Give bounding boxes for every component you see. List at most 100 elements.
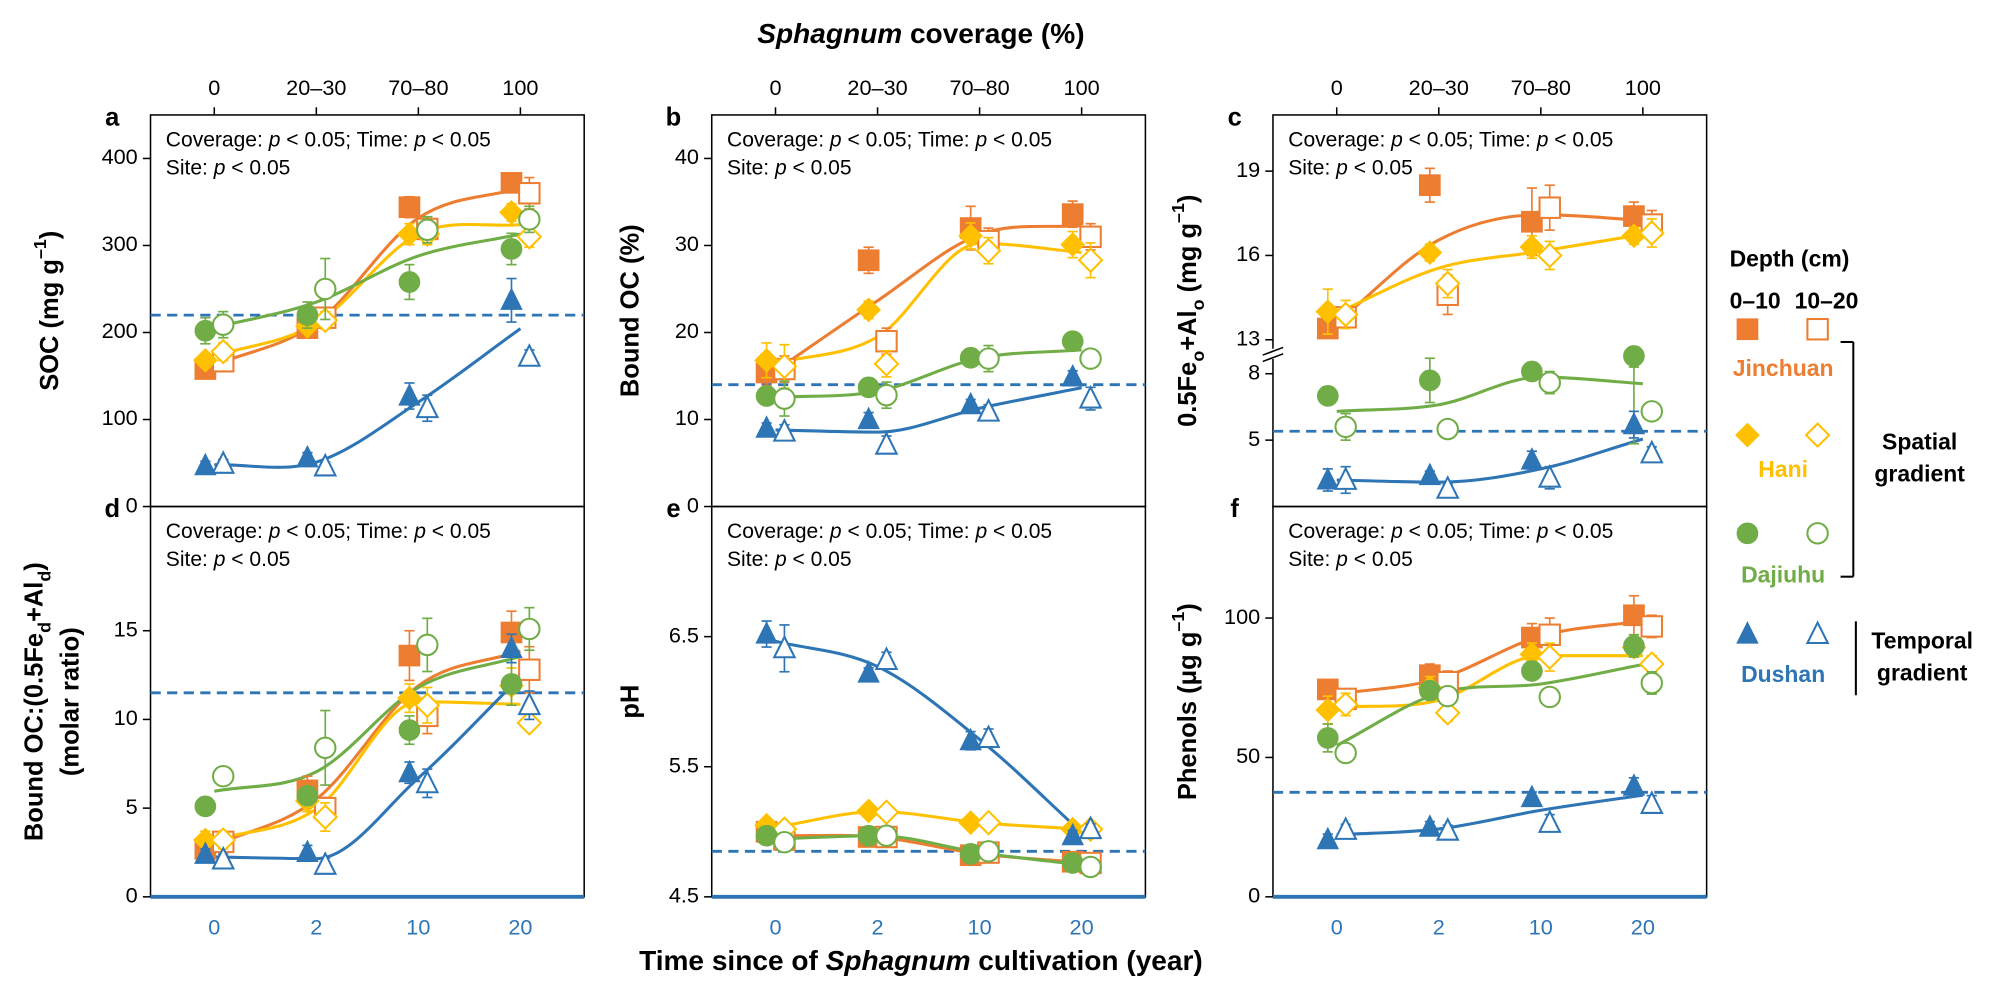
marker	[772, 417, 797, 442]
marker	[500, 238, 523, 260]
top-tick-label: 70–80	[1511, 75, 1571, 100]
panel: 0 5 10 15 0 2 10 20 d Coverage: p < 0.05; Time: p…	[20, 495, 585, 939]
marker	[517, 691, 542, 716]
axis-break	[1262, 346, 1284, 356]
legend-group: gradient	[1877, 659, 1968, 685]
text-run: p	[213, 548, 226, 571]
y-tick-label: 8	[1248, 359, 1260, 384]
text-run: Site:	[727, 548, 775, 571]
marker	[1806, 318, 1829, 341]
text-run: Coverage:	[727, 128, 830, 151]
text-run: < 0.05	[225, 156, 290, 179]
fit-curve	[213, 654, 521, 793]
marker	[975, 809, 1002, 836]
y-tick-label: 0	[126, 492, 138, 517]
marker	[296, 839, 319, 863]
marker	[1060, 232, 1086, 257]
x-tick-label: 20	[1070, 914, 1094, 939]
text-run: Coverage:	[166, 520, 269, 543]
panel-letter: b	[666, 104, 682, 132]
marker	[517, 343, 542, 367]
text-run: Bound OC (%)	[616, 224, 644, 397]
text-run: p	[1536, 128, 1549, 151]
y-tick-label: 10	[114, 705, 138, 730]
text-run: Site:	[1288, 156, 1336, 179]
marker	[1521, 210, 1543, 233]
y-axis-title: (molar ratio)	[56, 627, 84, 776]
y-tick-label: 5.5	[669, 752, 699, 777]
text-run: +Al	[1174, 310, 1202, 350]
marker	[1736, 318, 1759, 341]
marker	[518, 617, 541, 641]
marker	[211, 313, 235, 336]
text-run: p	[829, 128, 842, 151]
text-run: +Al	[20, 582, 48, 622]
text-run: < 0.05	[787, 156, 852, 179]
fit-curve	[213, 649, 521, 847]
text-run: < 0.05	[225, 548, 290, 571]
text-run: (molar ratio)	[56, 627, 84, 776]
annotation: Site: p < 0.05	[1288, 548, 1413, 571]
marker	[500, 673, 523, 695]
text-run: < 0.05	[1348, 548, 1413, 571]
panel-letter: e	[666, 495, 680, 523]
marker	[959, 727, 982, 751]
text-run: p	[974, 520, 987, 543]
legend: Depth (cm) 0–10 10–20 Jinchuan Hani Dajiuhu Du…	[1730, 245, 1973, 696]
text-run: pH	[616, 685, 644, 719]
text-run: p	[1335, 156, 1348, 179]
marker	[875, 329, 898, 353]
marker	[1639, 439, 1664, 464]
x-tick-label: 20	[508, 914, 532, 939]
text-run: )	[20, 562, 48, 571]
legend-site: Dushan	[1741, 661, 1825, 687]
legend-group: gradient	[1874, 460, 1965, 486]
x-tick-label: 0	[208, 914, 220, 939]
marker	[958, 223, 984, 249]
annotation: Coverage: p < 0.05; Time: p < 0.05	[1288, 520, 1613, 543]
marker	[500, 287, 523, 310]
marker	[1078, 384, 1103, 409]
marker	[398, 383, 421, 406]
marker	[397, 685, 422, 711]
x-tick-label: 2	[872, 914, 884, 939]
marker	[772, 634, 797, 659]
marker	[1519, 234, 1545, 260]
fit-curve	[213, 186, 521, 367]
text-run: Site:	[727, 156, 775, 179]
y-axis-title: SOC (mg g–1)	[30, 231, 64, 391]
marker	[1316, 385, 1339, 407]
y-tick-label: 100	[102, 405, 138, 430]
text-run: < 0.05	[426, 128, 491, 151]
marker	[314, 736, 337, 760]
marker	[1537, 463, 1562, 488]
marker	[1623, 635, 1645, 657]
marker	[1077, 247, 1104, 274]
marker	[977, 347, 1000, 370]
text-run: coverage (%)	[902, 18, 1084, 49]
fit-curve	[214, 327, 522, 469]
text-run: Coverage:	[1288, 520, 1391, 543]
text-run: Sphagnum	[826, 946, 971, 977]
panel: 4.5 5.5 6.5 0 2 10 20 e Coverage: p < 0.05; Time…	[616, 495, 1147, 939]
text-run: p	[774, 548, 787, 571]
fit-curve	[775, 639, 1083, 834]
axis-break	[1262, 353, 1284, 363]
text-run: p	[1390, 128, 1403, 151]
legend-depth: 10–20	[1795, 288, 1859, 314]
text-run: < 0.05; Time:	[842, 128, 976, 151]
text-run: p	[213, 156, 226, 179]
fit-curve	[1336, 619, 1644, 696]
marker	[1622, 411, 1646, 435]
y-tick-label: 100	[1224, 604, 1260, 629]
marker	[857, 406, 880, 430]
annotation: Site: p < 0.05	[727, 156, 852, 179]
marker	[194, 795, 217, 818]
x-axis-title: Time since of Sphagnum cultivation (year…	[639, 946, 1203, 977]
marker	[194, 841, 217, 864]
text-run: Sphagnum	[757, 18, 902, 49]
marker	[313, 452, 338, 477]
marker	[1434, 270, 1461, 297]
marker	[1419, 369, 1441, 392]
marker	[1623, 345, 1645, 367]
